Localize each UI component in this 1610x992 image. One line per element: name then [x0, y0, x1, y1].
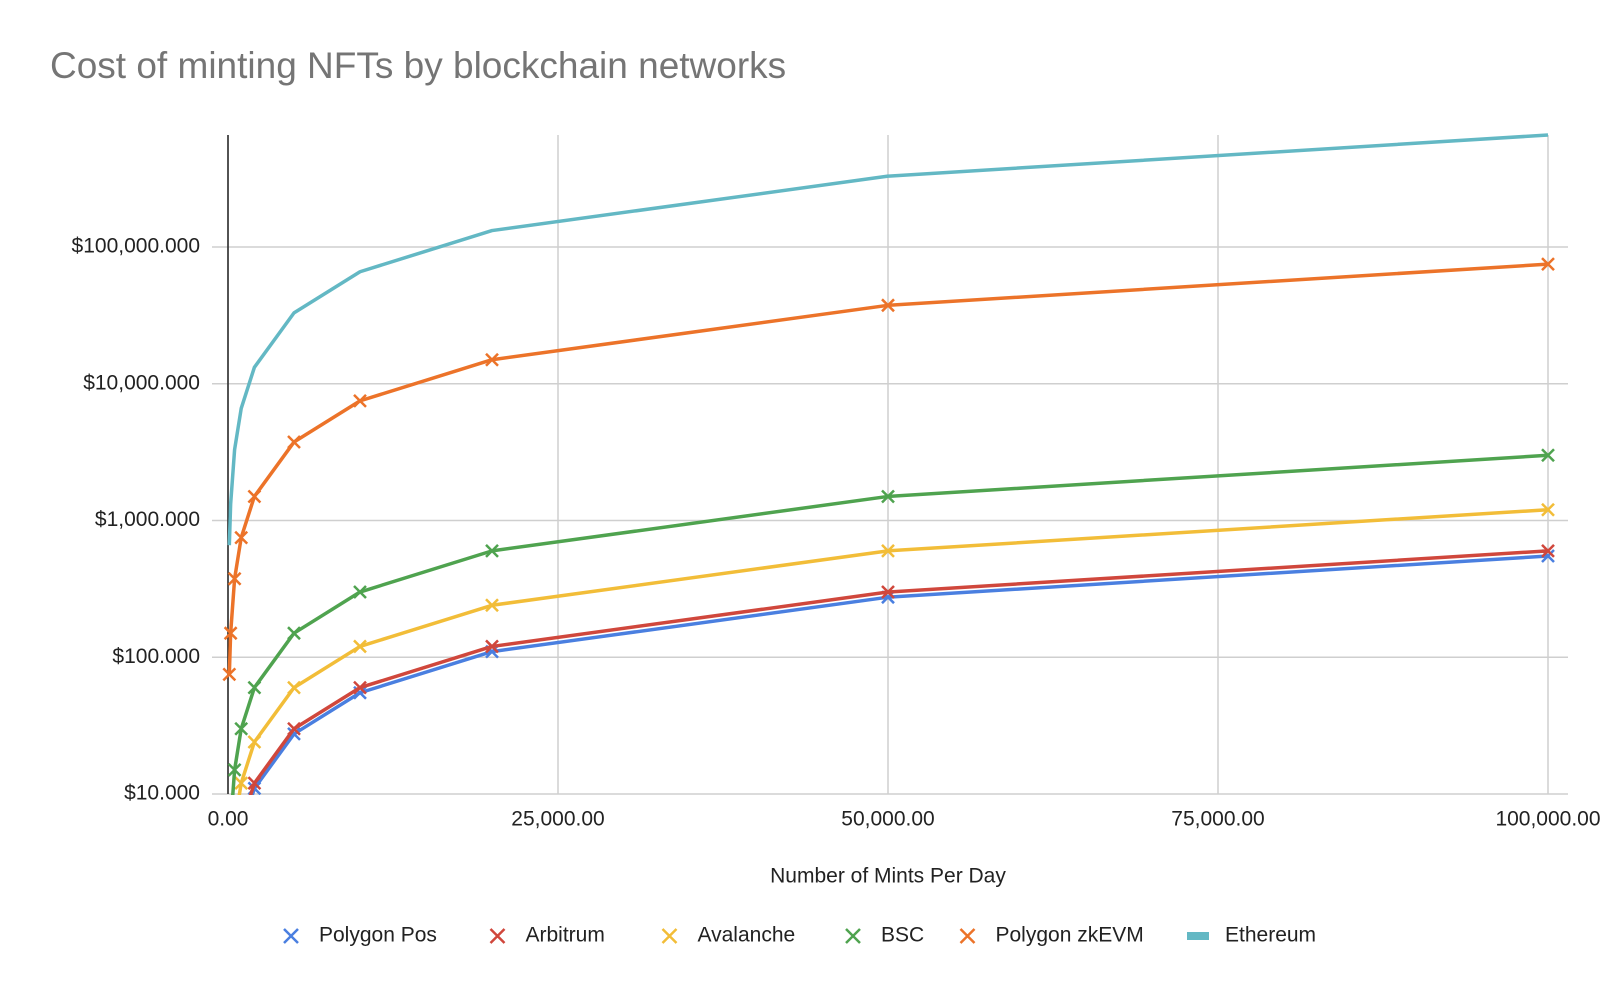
series-line: [227, 262, 1549, 675]
legend-label: BSC: [881, 924, 924, 947]
data-point: [234, 530, 249, 545]
data-point: [881, 489, 895, 504]
series-line: [231, 453, 1549, 795]
legend-label: Arbitrum: [526, 924, 605, 947]
data-point: [247, 735, 262, 749]
legend-marker: [845, 928, 861, 944]
data-point: [353, 639, 367, 654]
data-point: [287, 626, 301, 641]
x-axis-title: Number of Mints Per Day: [770, 865, 1006, 888]
data-point: [227, 763, 242, 777]
data-point: [881, 543, 895, 558]
data-point: [1541, 448, 1555, 463]
data-point: [881, 585, 895, 599]
data-point: [881, 298, 895, 313]
legend-marker: [661, 928, 678, 944]
data-point: [225, 873, 237, 885]
legend-marker: [283, 928, 299, 944]
data-point: [485, 352, 499, 367]
y-tick-label: $1,000.000: [95, 508, 200, 531]
data-point: [353, 393, 367, 408]
data-point: [223, 960, 235, 972]
x-tick-label: 50,000.00: [841, 808, 934, 831]
data-point: [353, 680, 367, 695]
series-line: [227, 133, 1549, 546]
data-point: [229, 859, 241, 871]
plot-area: [222, 133, 1555, 972]
y-tick-label: $10.000: [124, 782, 200, 805]
data-point: [287, 435, 301, 449]
data-point: [247, 489, 262, 504]
data-point: [287, 680, 301, 695]
legend-marker: [489, 928, 506, 944]
series-line: [250, 554, 1549, 795]
data-point: [222, 667, 237, 682]
data-point: [1541, 543, 1555, 558]
y-tick-label: $100,000.000: [72, 235, 200, 258]
data-point: [485, 639, 499, 654]
x-tick-label: 100,000.00: [1495, 808, 1600, 831]
data-point: [247, 680, 262, 695]
data-point: [234, 776, 249, 791]
data-point: [353, 585, 367, 599]
data-point: [1541, 502, 1555, 517]
data-point: [287, 721, 301, 736]
data-point: [223, 955, 235, 967]
data-point: [1541, 257, 1555, 272]
data-point: [225, 914, 237, 926]
chart-title: Cost of minting NFTs by blockchain netwo…: [50, 45, 786, 86]
data-point: [247, 776, 262, 791]
legend-label: Ethereum: [1225, 924, 1316, 947]
data-point: [227, 571, 242, 586]
x-tick-label: 0.00: [208, 808, 249, 831]
y-tick-label: $100.000: [112, 645, 200, 668]
data-point: [287, 727, 301, 741]
data-point: [223, 626, 238, 641]
data-point: [229, 865, 241, 877]
legend-label: Polygon Pos: [319, 924, 437, 947]
data-point: [234, 721, 249, 736]
data-point: [223, 859, 235, 871]
y-tick-label: $10,000.000: [83, 371, 200, 394]
legend-label: Avalanche: [698, 924, 796, 947]
x-tick-label: 75,000.00: [1171, 808, 1264, 831]
legend-marker: [959, 928, 976, 944]
data-point: [485, 543, 499, 558]
data-point: [223, 914, 235, 926]
data-point: [485, 598, 499, 613]
series-line: [248, 549, 1549, 795]
x-tick-label: 25,000.00: [511, 808, 604, 831]
data-point: [225, 919, 237, 931]
series-line: [237, 507, 1549, 795]
legend-label: Polygon zkEVM: [996, 924, 1144, 947]
legend-marker: [1187, 932, 1209, 940]
